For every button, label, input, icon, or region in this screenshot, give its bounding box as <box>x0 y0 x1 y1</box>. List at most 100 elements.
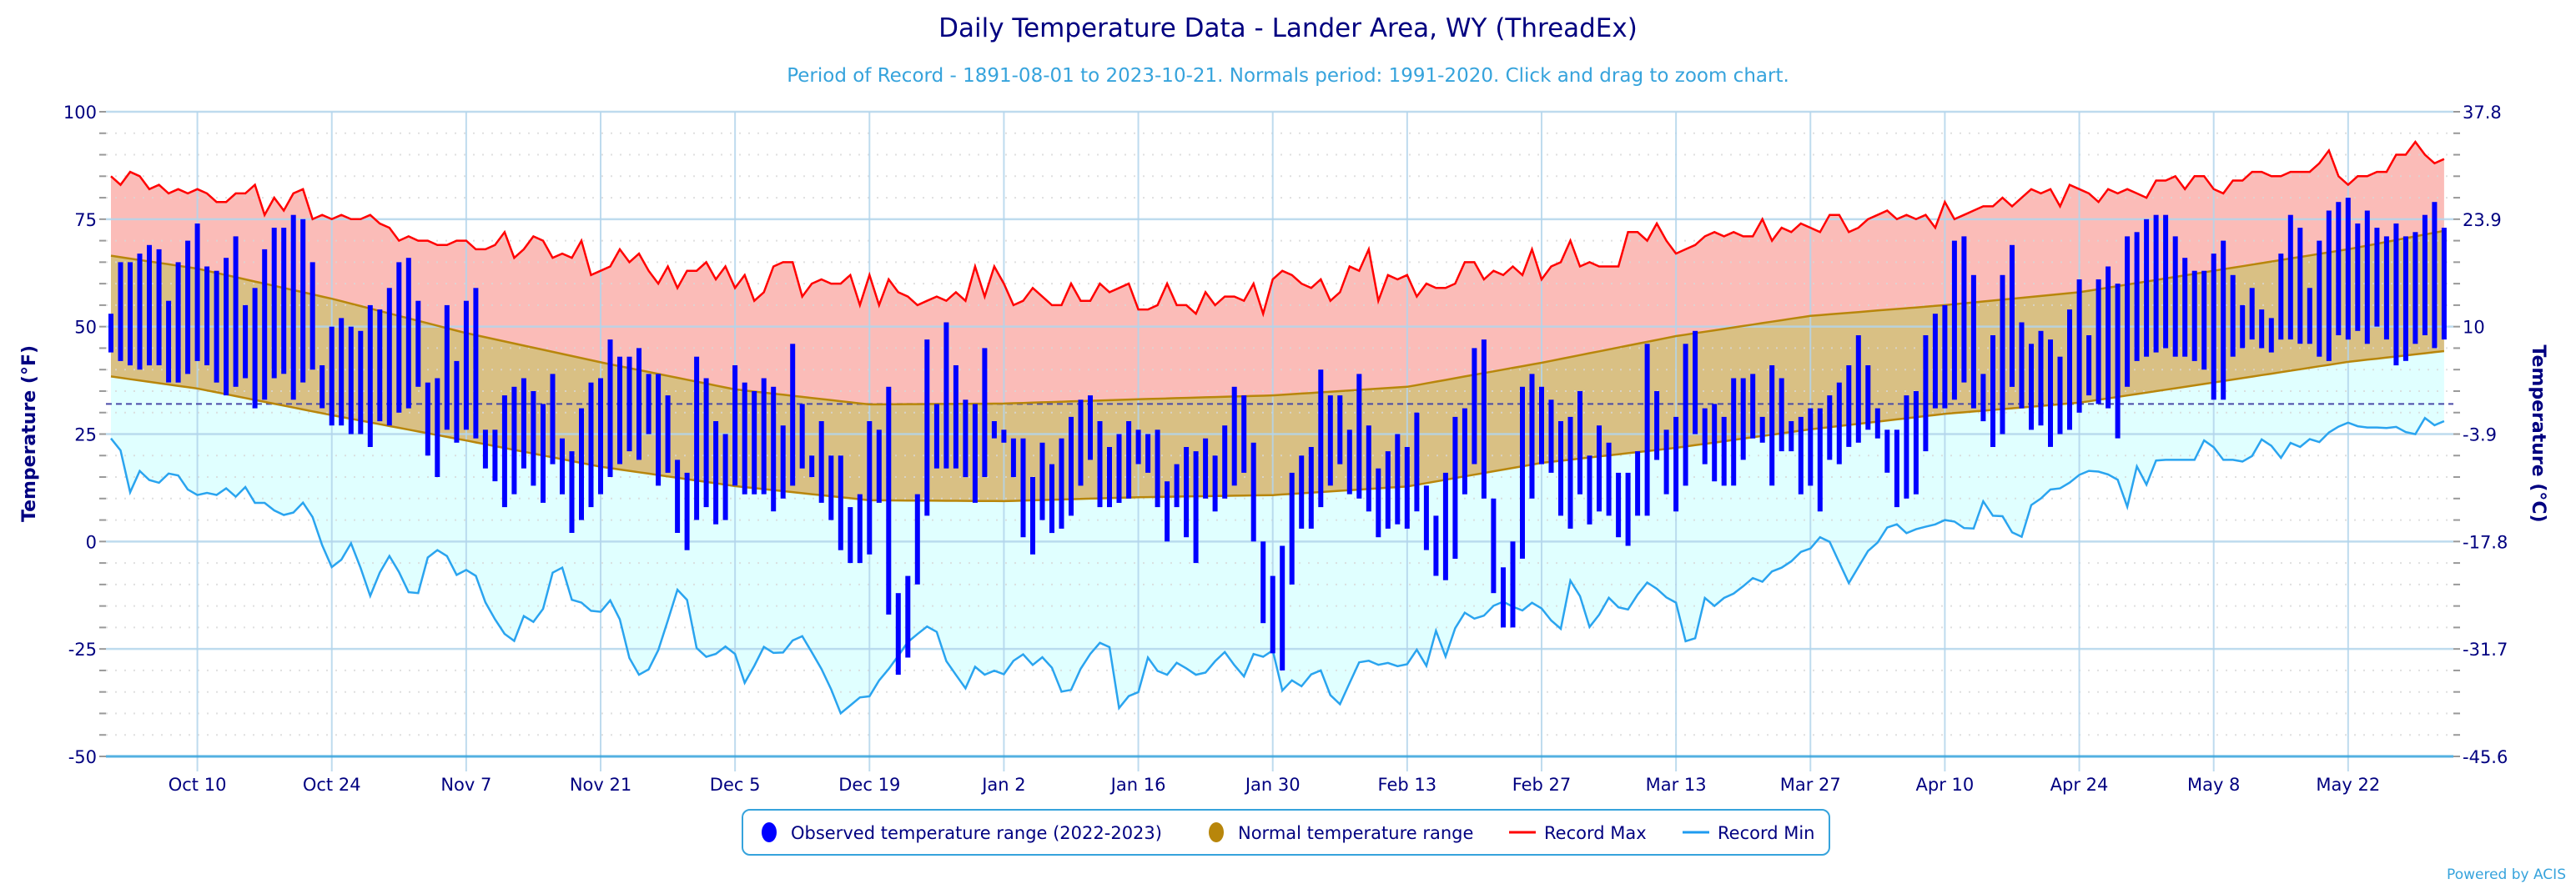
observed-bar <box>108 314 113 353</box>
y-tick-label: 50 <box>74 318 97 338</box>
observed-bar <box>1894 429 1899 508</box>
observed-bar <box>2422 214 2428 335</box>
observed-bar <box>2057 356 2063 434</box>
observed-bar <box>405 258 411 409</box>
observed-bar <box>175 262 181 383</box>
observed-marker-icon <box>762 822 777 842</box>
observed-bar <box>1865 365 1871 430</box>
observed-bar <box>838 455 843 550</box>
observed-bar <box>1501 567 1506 628</box>
y2-tick-label: 10 <box>2463 318 2485 338</box>
legend-item-normal[interactable]: Normal temperature range <box>1209 822 1473 843</box>
observed-bar <box>2240 304 2246 349</box>
observed-bar <box>367 304 373 447</box>
observed-bar <box>905 575 911 658</box>
normal-marker-icon <box>1209 822 1224 842</box>
y2-tick-label: -31.7 <box>2463 640 2508 660</box>
observed-bar <box>617 356 622 465</box>
observed-bar <box>2172 236 2178 357</box>
observed-bar <box>809 455 815 478</box>
observed-bar <box>1203 438 1209 499</box>
observed-bar <box>656 374 662 486</box>
observed-bar <box>435 378 440 477</box>
observed-bar <box>1970 274 1976 409</box>
observed-bar <box>2153 214 2159 353</box>
observed-bar <box>1414 412 1420 512</box>
legend-item-observed[interactable]: Observed temperature range (2022-2023) <box>762 822 1162 843</box>
observed-bar <box>722 434 728 520</box>
observed-bar <box>2345 198 2351 340</box>
observed-bar <box>271 228 277 379</box>
observed-bar <box>1616 472 1622 538</box>
y2-tick-label: 23.9 <box>2463 210 2502 230</box>
observed-bar <box>2115 284 2121 439</box>
observed-bar <box>2125 236 2131 387</box>
observed-bar <box>895 593 901 676</box>
observed-bar <box>1010 438 1016 478</box>
observed-bar <box>1644 344 1650 516</box>
observed-bar <box>128 262 133 366</box>
observed-bar <box>2355 224 2361 331</box>
observed-bar <box>1250 442 1256 542</box>
observed-bar <box>185 240 191 374</box>
observed-bar <box>1222 425 1228 499</box>
observed-bar <box>166 300 172 383</box>
observed-bar <box>2364 210 2370 344</box>
observed-bar <box>1491 498 1497 594</box>
powered-by-link[interactable]: Powered by ACIS <box>2447 866 2566 883</box>
observed-bar <box>886 386 892 615</box>
observed-bar <box>2412 232 2418 344</box>
observed-bar <box>1241 395 1247 473</box>
observed-bar <box>1827 395 1833 460</box>
observed-bar <box>1855 335 1861 443</box>
observed-bar <box>982 348 988 477</box>
observed-bar <box>665 395 671 473</box>
observed-bar <box>1951 240 1957 400</box>
legend-item-record-max[interactable]: Record Max <box>1509 823 1647 843</box>
observed-bar <box>694 356 700 520</box>
x-tick-label: Jan 16 <box>1109 775 1166 795</box>
series-lines <box>110 140 2445 716</box>
x-tick-label: Feb 13 <box>1378 775 1437 795</box>
legend-label-observed: Observed temperature range (2022-2023) <box>791 823 1162 843</box>
observed-bar <box>1078 399 1084 486</box>
observed-bar <box>1789 421 1794 452</box>
observed-bar <box>598 378 603 495</box>
observed-bar <box>147 244 152 366</box>
record-min-line <box>110 416 2445 716</box>
y-axis-right: 37.8 23.9 10 -3.9 -17.8 -31.7 -45.6 <box>2453 103 2508 767</box>
observed-bar <box>752 391 757 495</box>
observed-bar <box>2038 330 2044 426</box>
observed-bar <box>1318 369 1324 508</box>
observed-bar <box>1472 348 1477 465</box>
observed-bar <box>1155 429 1160 508</box>
observed-bar <box>1088 395 1093 460</box>
observed-bar <box>1759 416 1765 443</box>
observed-bar <box>224 258 229 396</box>
legend-box <box>742 809 1830 856</box>
observed-bar <box>243 304 249 379</box>
observed-bar <box>2201 270 2207 370</box>
observed-bar <box>396 262 402 413</box>
observed-bar <box>1693 330 1698 434</box>
observed-bar <box>2211 254 2216 400</box>
observed-bar <box>1779 378 1784 452</box>
observed-bar <box>1817 408 1823 512</box>
observed-bar <box>386 288 392 426</box>
normal-low-line <box>110 349 2445 503</box>
observed-bar <box>1587 455 1592 525</box>
observed-bar <box>1721 416 1727 486</box>
observed-bar <box>1961 236 1967 383</box>
legend-label-normal: Normal temperature range <box>1238 823 1473 843</box>
observed-bar <box>1990 335 1995 447</box>
y2-tick-label: -45.6 <box>2463 747 2508 767</box>
observed-bar <box>876 429 882 503</box>
observed-bar <box>2076 279 2082 413</box>
observed-bar <box>933 404 939 469</box>
observed-bar <box>2268 318 2274 353</box>
legend-item-record-min[interactable]: Record Min <box>1683 823 1815 843</box>
observed-bar <box>1059 438 1064 529</box>
observed-bar <box>1597 425 1602 512</box>
observed-bar <box>2336 202 2342 335</box>
